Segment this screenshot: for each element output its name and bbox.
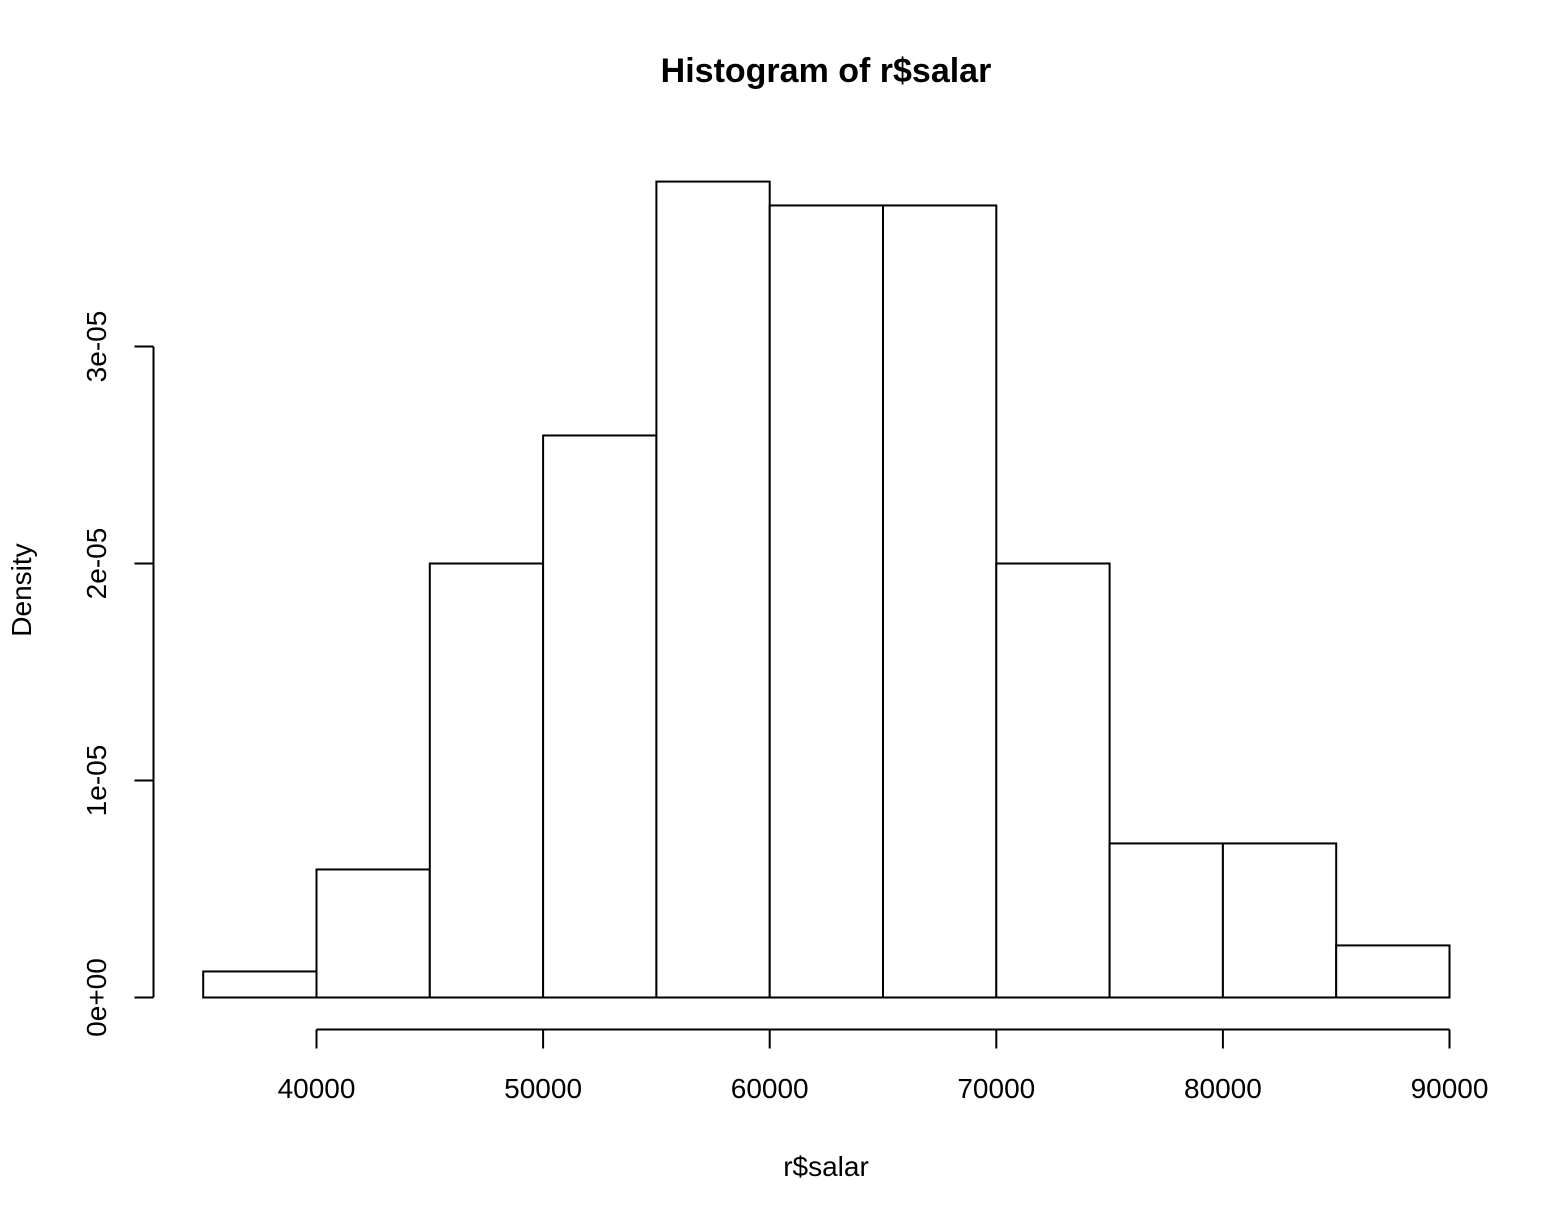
x-tick-label: 90000 [1411,1073,1489,1104]
x-tick-label: 60000 [731,1073,809,1104]
histogram-bar-10 [1221,842,1338,999]
y-axis: 0e+00 1e-05 2e-05 3e-05 [81,311,155,1037]
x-axis: 40000 50000 60000 70000 80000 90000 [278,1028,1489,1104]
y-tick-label: 1e-05 [81,745,112,817]
bars-group [202,180,1451,999]
histogram-bar-6 [768,204,885,999]
histogram-bar-1 [202,970,318,999]
histogram-bar-3 [428,562,545,999]
x-tick-label: 40000 [278,1073,356,1104]
histogram-bar-5 [655,180,771,999]
histogram-bar-8 [995,562,1111,999]
histogram-bar-4 [542,434,658,999]
histogram-bar-2 [315,868,431,999]
histogram-bar-9 [1108,842,1224,999]
x-axis-label: r$salar [783,1151,869,1182]
y-tick-label: 2e-05 [81,528,112,600]
chart-title: Histogram of r$salar [661,52,992,90]
y-axis-label: Density [6,543,37,636]
x-tick-label: 50000 [504,1073,582,1104]
x-tick-label: 70000 [957,1073,1035,1104]
y-tick-label: 0e+00 [81,958,112,1037]
x-tick-label: 80000 [1184,1073,1262,1104]
histogram-bar-7 [882,204,998,999]
histogram-bar-11 [1335,944,1451,999]
y-tick-label: 3e-05 [81,311,112,383]
